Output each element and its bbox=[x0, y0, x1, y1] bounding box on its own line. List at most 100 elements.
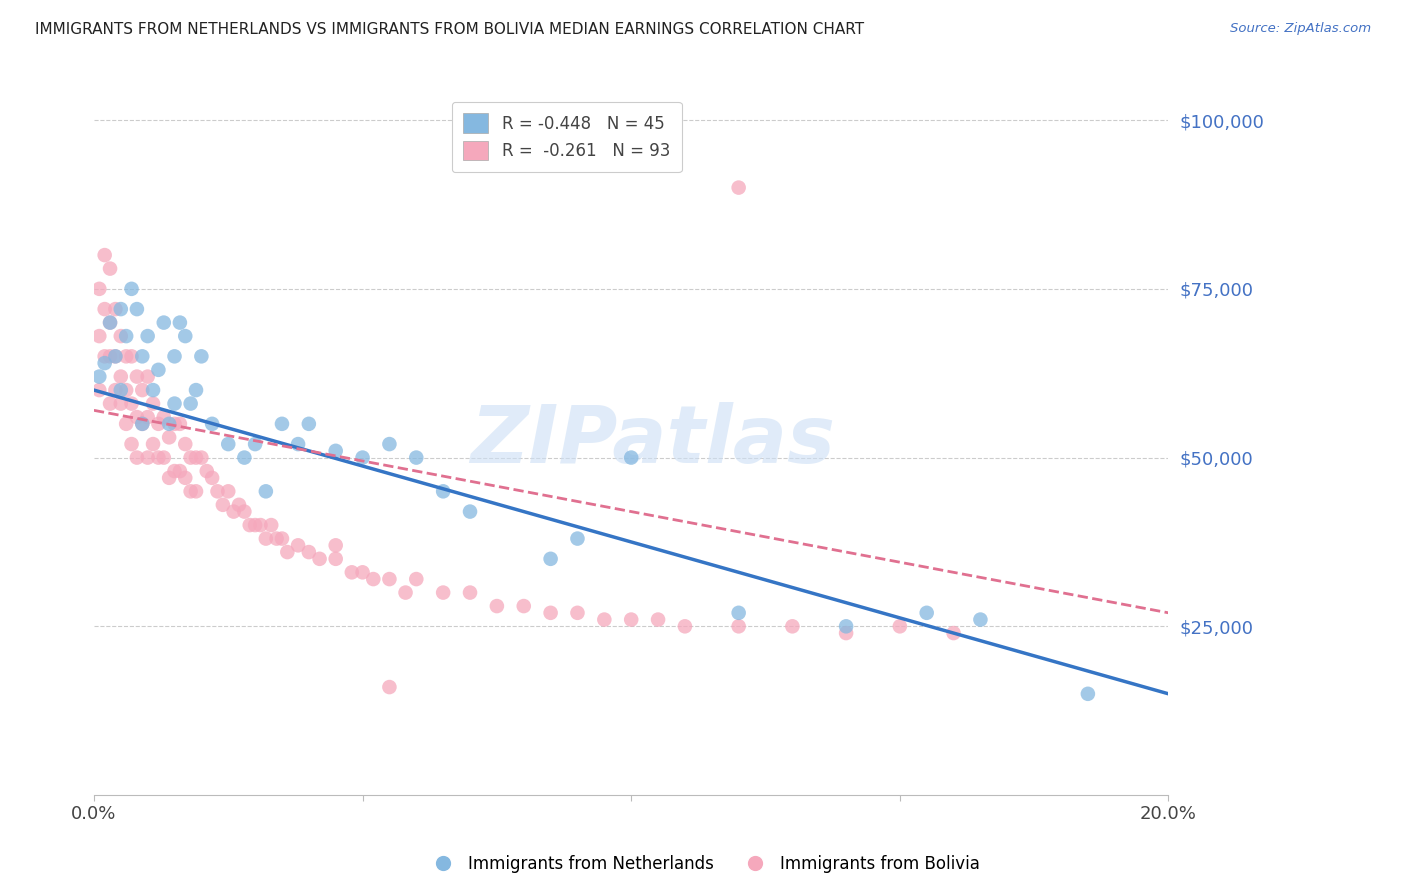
Point bbox=[184, 383, 207, 397]
Point bbox=[110, 383, 132, 397]
Point bbox=[212, 498, 235, 512]
Point bbox=[271, 532, 294, 546]
Point bbox=[782, 619, 804, 633]
Point bbox=[190, 450, 212, 465]
Point bbox=[620, 450, 643, 465]
Point bbox=[298, 545, 321, 559]
Point bbox=[217, 484, 239, 499]
Point bbox=[180, 450, 202, 465]
Point bbox=[163, 464, 186, 478]
Point bbox=[394, 585, 416, 599]
Point bbox=[340, 566, 363, 580]
Point bbox=[163, 396, 186, 410]
Point bbox=[169, 417, 191, 431]
Point bbox=[243, 437, 266, 451]
Point bbox=[136, 329, 159, 343]
Point bbox=[121, 437, 143, 451]
Legend: Immigrants from Netherlands, Immigrants from Bolivia: Immigrants from Netherlands, Immigrants … bbox=[419, 848, 987, 880]
Point bbox=[104, 349, 127, 363]
Point bbox=[93, 349, 115, 363]
Point bbox=[142, 437, 165, 451]
Point bbox=[727, 180, 749, 194]
Point bbox=[110, 302, 132, 317]
Point bbox=[298, 417, 321, 431]
Point bbox=[89, 369, 111, 384]
Point bbox=[93, 302, 115, 317]
Point bbox=[148, 450, 170, 465]
Point bbox=[969, 613, 991, 627]
Point bbox=[567, 606, 589, 620]
Point bbox=[93, 356, 115, 370]
Text: IMMIGRANTS FROM NETHERLANDS VS IMMIGRANTS FROM BOLIVIA MEDIAN EARNINGS CORRELATI: IMMIGRANTS FROM NETHERLANDS VS IMMIGRANT… bbox=[35, 22, 865, 37]
Point bbox=[239, 518, 262, 533]
Point bbox=[104, 349, 127, 363]
Point bbox=[201, 471, 224, 485]
Point bbox=[115, 417, 138, 431]
Point bbox=[180, 484, 202, 499]
Point bbox=[352, 566, 374, 580]
Point bbox=[287, 437, 309, 451]
Point bbox=[1077, 687, 1099, 701]
Point bbox=[201, 417, 224, 431]
Point bbox=[163, 417, 186, 431]
Point bbox=[233, 450, 256, 465]
Point bbox=[89, 282, 111, 296]
Point bbox=[647, 613, 669, 627]
Point bbox=[942, 626, 965, 640]
Point bbox=[432, 484, 454, 499]
Point bbox=[110, 396, 132, 410]
Point bbox=[567, 532, 589, 546]
Point bbox=[276, 545, 298, 559]
Point bbox=[104, 302, 127, 317]
Point bbox=[184, 484, 207, 499]
Point bbox=[136, 410, 159, 425]
Legend: R = -0.448   N = 45, R =  -0.261   N = 93: R = -0.448 N = 45, R = -0.261 N = 93 bbox=[451, 102, 682, 172]
Point bbox=[174, 471, 197, 485]
Point bbox=[98, 349, 121, 363]
Point bbox=[148, 417, 170, 431]
Point bbox=[260, 518, 283, 533]
Point bbox=[363, 572, 385, 586]
Point bbox=[121, 396, 143, 410]
Point bbox=[180, 396, 202, 410]
Point bbox=[104, 383, 127, 397]
Point bbox=[98, 261, 121, 276]
Point bbox=[98, 316, 121, 330]
Point bbox=[125, 450, 148, 465]
Point bbox=[195, 464, 218, 478]
Point bbox=[271, 417, 294, 431]
Point bbox=[89, 383, 111, 397]
Point bbox=[152, 410, 174, 425]
Point bbox=[125, 302, 148, 317]
Point bbox=[131, 417, 153, 431]
Point bbox=[540, 606, 562, 620]
Point bbox=[142, 383, 165, 397]
Point bbox=[98, 316, 121, 330]
Point bbox=[243, 518, 266, 533]
Point bbox=[254, 484, 277, 499]
Point bbox=[727, 619, 749, 633]
Point bbox=[115, 383, 138, 397]
Point bbox=[308, 551, 330, 566]
Point bbox=[889, 619, 911, 633]
Point bbox=[727, 606, 749, 620]
Point bbox=[184, 450, 207, 465]
Text: ZIPatlas: ZIPatlas bbox=[470, 401, 835, 480]
Point bbox=[136, 369, 159, 384]
Point bbox=[485, 599, 508, 613]
Point bbox=[835, 626, 858, 640]
Point bbox=[152, 316, 174, 330]
Text: Source: ZipAtlas.com: Source: ZipAtlas.com bbox=[1230, 22, 1371, 36]
Point bbox=[148, 363, 170, 377]
Point bbox=[432, 585, 454, 599]
Point bbox=[222, 505, 245, 519]
Point bbox=[620, 613, 643, 627]
Point bbox=[190, 349, 212, 363]
Point bbox=[131, 383, 153, 397]
Point bbox=[169, 464, 191, 478]
Point bbox=[405, 450, 427, 465]
Point bbox=[458, 585, 481, 599]
Point bbox=[217, 437, 239, 451]
Point bbox=[378, 572, 401, 586]
Point bbox=[266, 532, 288, 546]
